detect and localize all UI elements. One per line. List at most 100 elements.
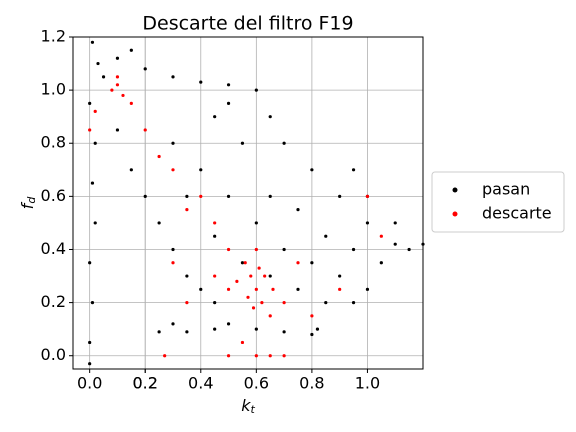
point (271, 287, 275, 291)
point (235, 279, 239, 283)
x-label-main: k (241, 396, 251, 415)
point (213, 274, 217, 278)
x-tick-label: 0.6 (244, 374, 269, 393)
legend-label: descarte (482, 204, 552, 223)
point (157, 154, 161, 159)
point (351, 168, 356, 172)
point (213, 221, 217, 225)
point (315, 327, 320, 331)
point (226, 247, 231, 252)
point (143, 194, 147, 198)
point (90, 181, 95, 185)
point (171, 141, 175, 145)
x-tick-label: 0.8 (299, 374, 324, 393)
x-tick-label: 1.0 (355, 374, 380, 393)
point (115, 75, 120, 79)
point (93, 141, 97, 145)
point (296, 208, 300, 212)
point (199, 80, 203, 84)
point (310, 314, 314, 318)
point (226, 83, 231, 87)
point (365, 194, 370, 198)
point (251, 306, 256, 310)
point (199, 168, 203, 172)
point (240, 141, 245, 145)
point (282, 354, 286, 358)
point (93, 109, 97, 113)
point (115, 128, 120, 132)
point (226, 322, 231, 326)
y-tick-label: 0.8 (41, 133, 66, 152)
y-tick-label: 0.0 (41, 345, 66, 364)
point (282, 141, 286, 145)
point (213, 327, 217, 331)
point (90, 301, 95, 305)
point (88, 101, 92, 105)
point (143, 67, 147, 71)
point (226, 287, 231, 291)
point (90, 40, 95, 44)
point (257, 266, 261, 270)
y-tick-label: 0.4 (41, 239, 66, 258)
point (296, 261, 300, 265)
point (254, 287, 258, 291)
point (110, 88, 114, 92)
point (338, 194, 342, 198)
point (310, 168, 314, 172)
point (379, 234, 383, 238)
y-label-sub: d (25, 196, 38, 204)
point (254, 88, 258, 92)
point (121, 93, 125, 98)
legend-marker (452, 211, 458, 217)
point (282, 330, 286, 334)
point (351, 247, 356, 252)
point (351, 301, 356, 305)
point (171, 322, 175, 326)
point (338, 287, 342, 291)
point (213, 115, 217, 119)
point (199, 194, 203, 198)
point (379, 261, 383, 265)
point (171, 168, 175, 172)
point (226, 354, 231, 358)
point (171, 261, 175, 265)
point (263, 274, 267, 278)
grid (73, 36, 423, 369)
point (129, 101, 133, 105)
x-tick-label: 0.2 (132, 374, 157, 393)
point (115, 56, 120, 60)
point (226, 194, 231, 198)
chart-title: Descarte del filtro F19 (142, 13, 353, 35)
point (254, 327, 258, 331)
point (260, 301, 264, 305)
point (199, 287, 203, 291)
point (171, 75, 175, 79)
x-axis-label: kt (241, 396, 255, 417)
point (310, 261, 314, 265)
point (365, 287, 370, 291)
y-tick-label: 0.6 (41, 186, 66, 205)
point (254, 354, 258, 358)
point (268, 354, 272, 358)
point (249, 274, 253, 278)
x-tick-label: 0.0 (77, 374, 102, 393)
point (157, 221, 161, 225)
point (393, 242, 397, 246)
legend-marker (452, 187, 458, 193)
point (226, 101, 231, 105)
point (240, 261, 245, 265)
y-tick-label: 1.0 (41, 80, 66, 99)
point (324, 301, 328, 305)
point (185, 301, 189, 305)
legend-box (431, 171, 565, 233)
y-tick-label: 1.2 (41, 27, 66, 46)
y-label-main: f (18, 201, 37, 209)
ticks: 0.0 0.2 0.4 0.6 0.8 1.00.20.00.20.40.60.81.01… (41, 27, 381, 393)
point (185, 208, 189, 212)
point (93, 221, 97, 225)
points (88, 40, 425, 366)
point (268, 314, 272, 318)
y-tick-label: 0.2 (41, 292, 66, 311)
point (213, 234, 217, 238)
